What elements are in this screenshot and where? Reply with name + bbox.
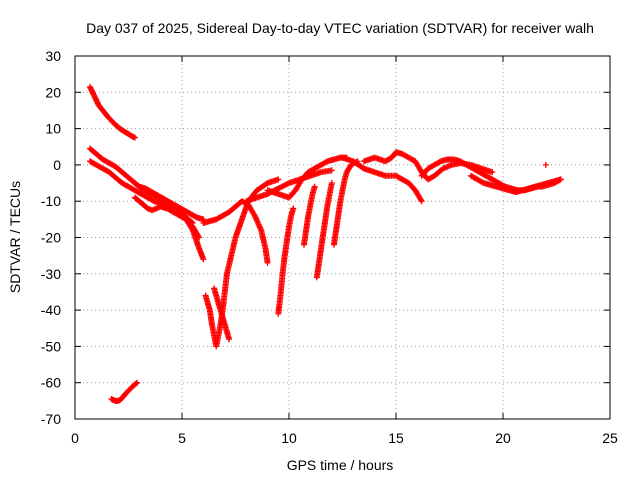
- y-tick-label: -10: [41, 193, 61, 209]
- y-tick-label: 20: [45, 84, 61, 100]
- x-tick-label: 5: [178, 430, 186, 446]
- data-point-arc-late-b: [489, 169, 496, 176]
- y-tick-label: -50: [41, 338, 61, 354]
- data-point-isolated: [542, 161, 549, 168]
- y-tick-label: -40: [41, 302, 61, 318]
- data-point-arc-steep-115: [328, 180, 335, 187]
- data-point-arc-dip-a: [275, 176, 282, 183]
- data-point-arc-late-a: [418, 198, 425, 205]
- x-tick-label: 15: [388, 430, 404, 446]
- data-point-arc-dip-c: [264, 259, 271, 266]
- data-point-arc-early-b: [200, 256, 207, 263]
- y-tick-label: -60: [41, 375, 61, 391]
- chart-title: Day 037 of 2025, Sidereal Day-to-day VTE…: [86, 20, 594, 36]
- data-point-arc-late-e: [557, 176, 564, 183]
- data-point-arc-mid-a: [284, 180, 291, 187]
- y-axis-label: SDTVAR / TECUs: [7, 181, 23, 293]
- data-point-arc-late-e: [556, 177, 563, 184]
- data-point-arc-mid-a: [328, 167, 335, 174]
- x-tick-label: 25: [602, 430, 618, 446]
- y-tick-label: 0: [53, 157, 61, 173]
- grid: [75, 56, 610, 419]
- data-point-arc-early-high: [131, 134, 138, 141]
- data-point-arc-steep-10: [290, 205, 297, 212]
- data-point-arc-low-60: [132, 380, 139, 387]
- data-point-arc-low-60: [134, 379, 141, 386]
- y-tick-label: -20: [41, 230, 61, 246]
- x-tick-label: 20: [495, 430, 511, 446]
- y-tick-label: -70: [41, 411, 61, 427]
- y-tick-label: 10: [45, 121, 61, 137]
- data-point-arc-early-c: [196, 234, 203, 241]
- x-tick-label: 10: [281, 430, 297, 446]
- axes-ticks: 0 5 10 15 20 25 30 20 10 0 -10 -20 -30 -40 -50 -60 -70: [41, 48, 618, 446]
- x-axis-label: GPS time / hours: [287, 457, 394, 473]
- y-tick-label: 30: [45, 48, 61, 64]
- data-point-arc-steep-11: [311, 183, 318, 190]
- data-point-arc-dip-b: [226, 336, 233, 343]
- x-tick-label: 0: [71, 430, 79, 446]
- data-points: [86, 83, 564, 404]
- y-tick-label: -30: [41, 266, 61, 282]
